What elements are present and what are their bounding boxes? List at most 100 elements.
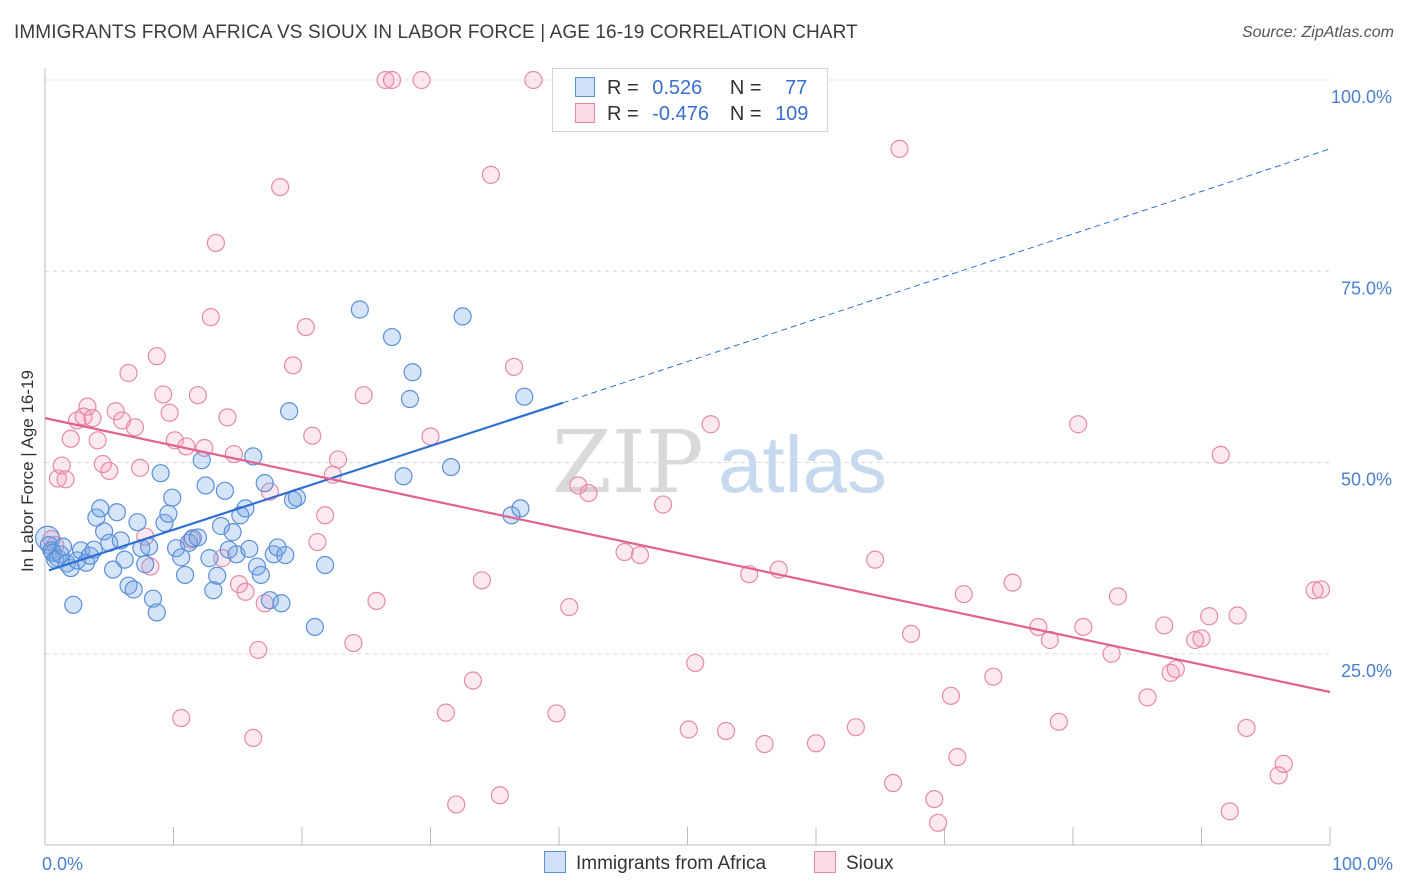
y-tick-labels: 25.0% 50.0% 75.0% 100.0% [1331, 87, 1392, 681]
data-point-sioux [1003, 573, 1022, 592]
data-point-sioux [954, 584, 973, 604]
data-point-sioux [504, 357, 524, 376]
data-point-sioux [382, 70, 402, 90]
data-point-africa [183, 529, 202, 548]
data-point-sioux [679, 720, 698, 739]
data-point-sioux [716, 721, 736, 741]
data-point-africa [91, 499, 110, 518]
data-point-sioux [206, 233, 226, 253]
data-point-africa [260, 591, 279, 610]
data-point-sioux [1211, 445, 1230, 464]
data-point-sioux [901, 624, 921, 643]
data-point-africa [247, 557, 267, 576]
data-point-sioux [883, 773, 903, 793]
data-point-sioux [283, 356, 303, 375]
bottom-legend-africa: Immigrants from Africa [544, 851, 766, 875]
data-point-sioux [354, 386, 373, 405]
data-point-africa [87, 508, 106, 527]
series-sioux-points [42, 70, 1331, 832]
data-point-sioux [130, 458, 150, 477]
data-point-sioux [201, 308, 220, 327]
data-point-sioux [172, 708, 191, 728]
data-point-africa [268, 538, 287, 557]
axes [44, 68, 1331, 846]
data-point-sioux [125, 418, 145, 437]
data-point-sioux [560, 597, 579, 617]
legend-r-value: -0.476 [652, 103, 709, 125]
data-point-sioux [88, 431, 107, 450]
data-point-sioux [421, 427, 440, 446]
data-point-africa [172, 548, 191, 567]
trend-line-africa-extension [562, 148, 1331, 404]
data-point-sioux [83, 409, 102, 428]
data-point-sioux [271, 178, 290, 197]
data-point-sioux [984, 667, 1003, 686]
y-tick-label: 75.0% [1341, 278, 1392, 298]
legend-row-africa: R = 0.526 N = 77 [575, 77, 807, 101]
data-point-africa [382, 327, 402, 347]
data-point-africa [128, 513, 147, 532]
legend-r-label: R = [607, 103, 639, 125]
legend-row-sioux: R = -0.476 N = 109 [575, 103, 808, 127]
data-point-sioux [61, 429, 80, 448]
data-point-africa [240, 539, 259, 559]
data-point-sioux [74, 407, 93, 426]
legend-n-label: N = [729, 103, 762, 125]
data-point-sioux [244, 728, 263, 748]
data-point-sioux [472, 571, 491, 590]
data-point-sioux [106, 402, 125, 421]
data-point-africa [441, 457, 461, 477]
data-point-africa [151, 464, 170, 483]
data-point-sioux [316, 506, 335, 525]
trend-lines [44, 148, 1331, 694]
data-point-africa [143, 589, 163, 608]
bottom-legend-sioux: Sioux [814, 851, 894, 875]
data-point-sioux [755, 734, 774, 754]
data-point-africa [196, 476, 215, 495]
data-point-sioux [928, 813, 948, 832]
data-point-sioux [1311, 580, 1331, 599]
data-point-africa [147, 603, 166, 622]
trend-line-africa [48, 401, 564, 572]
data-point-sioux [218, 408, 237, 427]
data-point-africa [204, 581, 223, 600]
data-point-sioux [579, 484, 598, 503]
data-point-sioux [412, 70, 431, 90]
bottom-legend-swatch-blue [544, 851, 566, 873]
data-point-sioux [890, 139, 909, 158]
y-tick-label: 50.0% [1341, 470, 1392, 490]
data-point-sioux [1069, 415, 1088, 434]
data-point-sioux [436, 703, 456, 722]
data-point-sioux [78, 397, 97, 416]
data-point-sioux [188, 386, 208, 405]
data-point-sioux [236, 582, 255, 601]
data-point-africa [350, 300, 369, 319]
data-point-sioux [1269, 766, 1288, 785]
series-africa-points [34, 300, 534, 637]
data-point-sioux [1155, 616, 1174, 635]
data-point-sioux [1274, 754, 1293, 774]
data-point-sioux [119, 363, 138, 383]
data-point-sioux [1074, 617, 1093, 637]
data-point-sioux [615, 542, 634, 562]
source-label: Source: ZipAtlas.com [1241, 24, 1394, 41]
data-point-sioux [1305, 581, 1324, 600]
data-point-africa [276, 545, 295, 565]
legend-swatch-pink [575, 103, 595, 123]
data-point-sioux [249, 640, 268, 660]
data-point-africa [400, 389, 420, 409]
data-point-africa [403, 363, 422, 382]
data-point-africa [104, 560, 123, 579]
data-point-sioux [147, 347, 166, 366]
data-point-sioux [1185, 630, 1205, 650]
data-point-africa [316, 555, 335, 575]
watermark-atlas: atlas [718, 420, 887, 509]
legend-n-value: 109 [775, 103, 809, 125]
data-point-sioux [93, 454, 112, 474]
x-tick-label: 100.0% [1332, 854, 1393, 874]
data-point-africa [215, 481, 234, 500]
data-point-sioux [56, 470, 75, 489]
data-point-sioux [463, 671, 483, 690]
legend-n-label: N = [729, 77, 762, 99]
